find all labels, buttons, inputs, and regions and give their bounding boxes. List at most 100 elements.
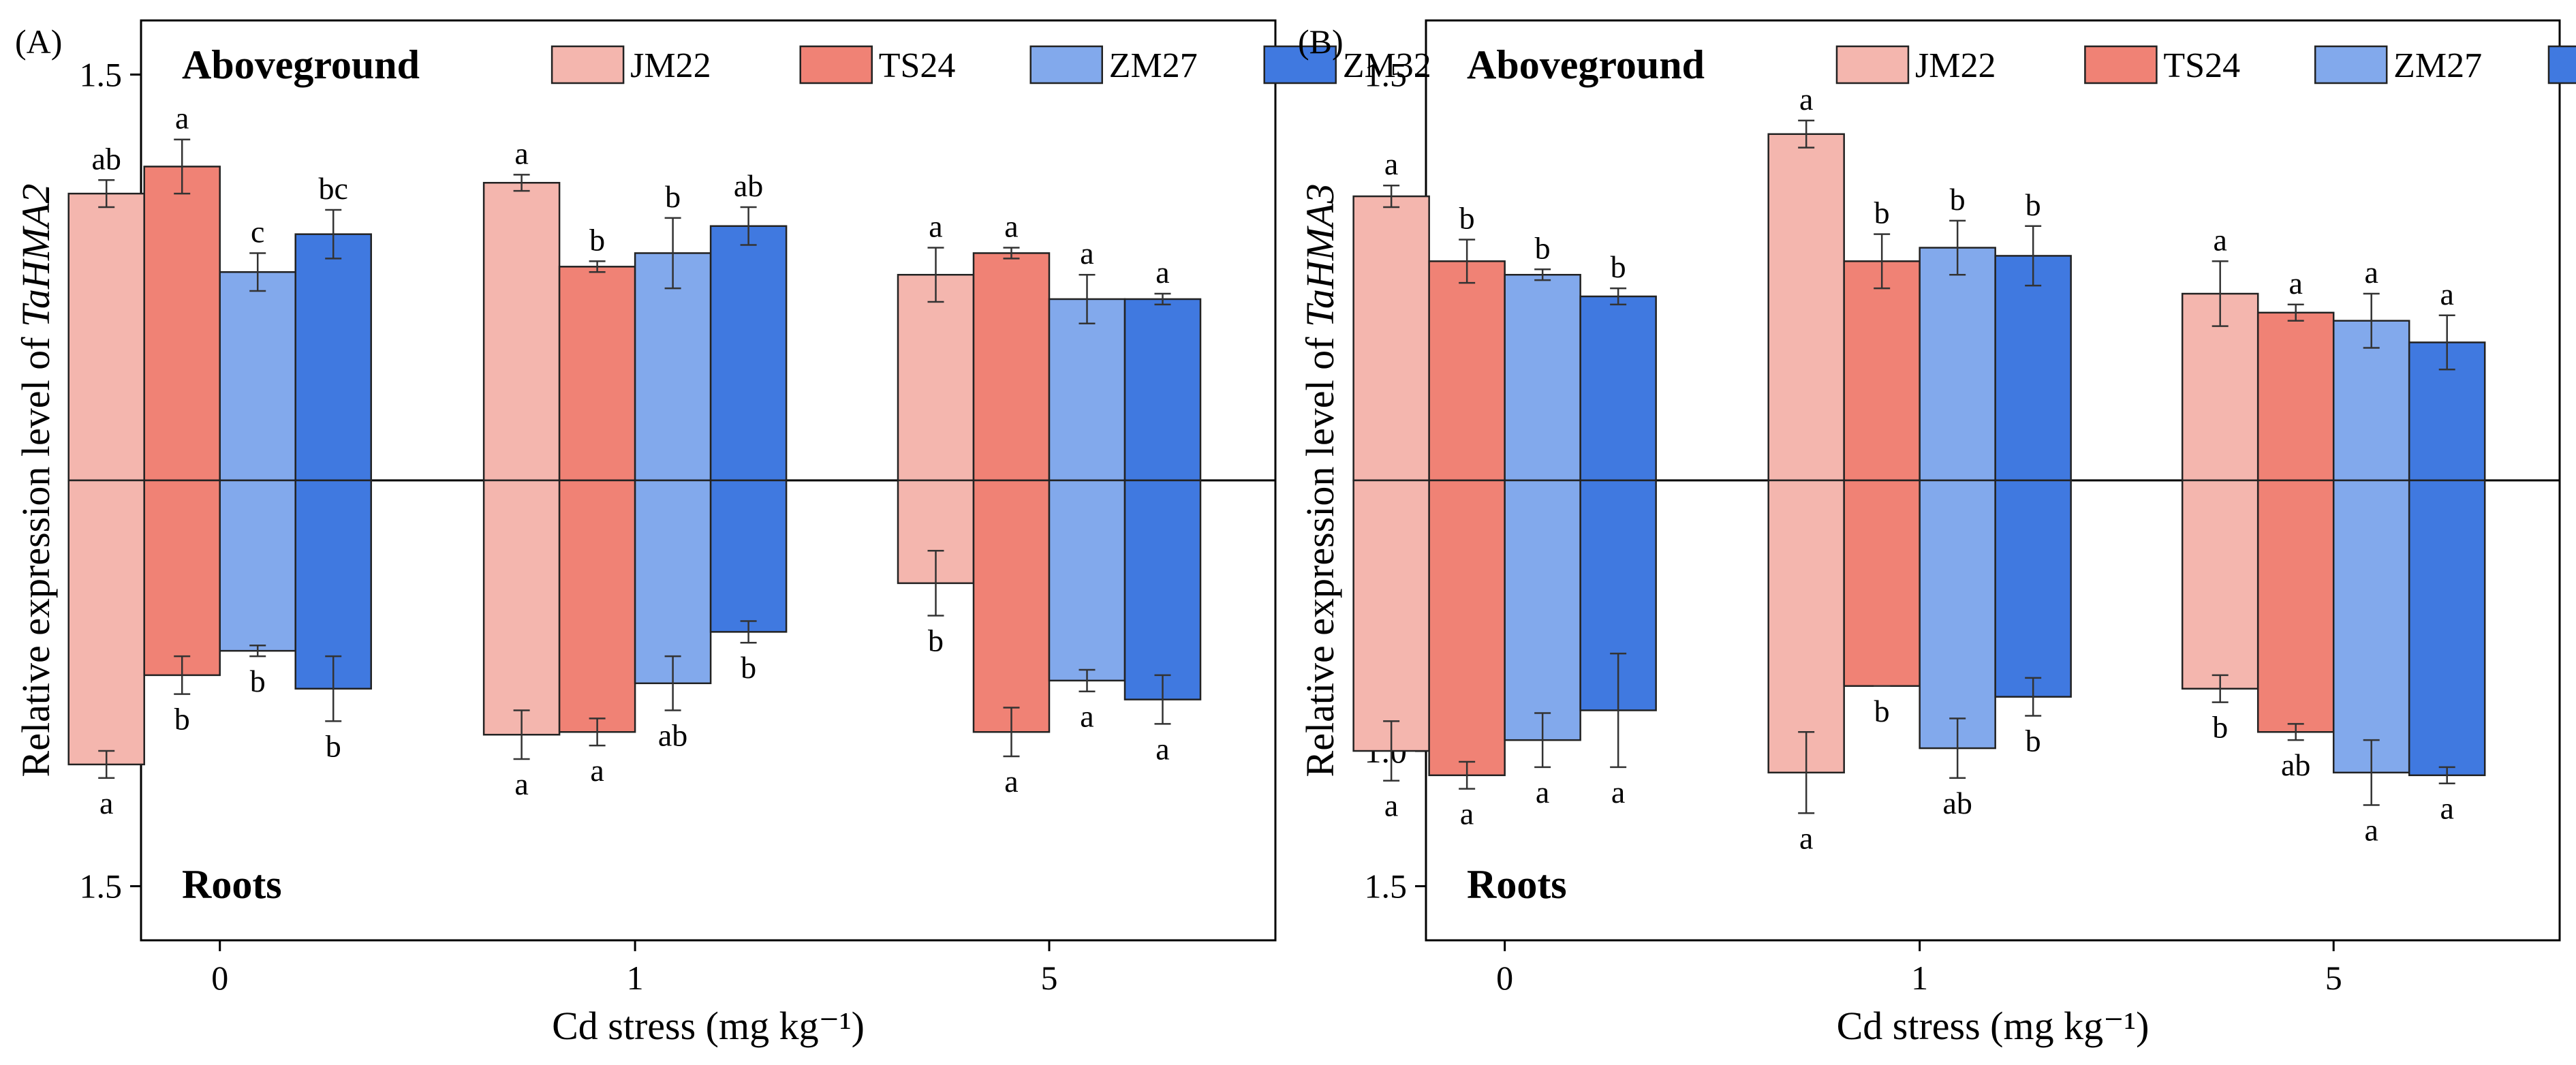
significance-label: ab [92,141,121,176]
significance-label: b [2212,710,2228,745]
significance-label: a [2440,277,2453,311]
significance-label: b [2026,187,2041,222]
significance-label: b [928,623,944,658]
bar-roots-zm27-0 [219,479,296,652]
significance-label: b [665,179,681,214]
bar-roots-jm22-1 [482,479,561,736]
bar-roots-zm27-5 [2332,479,2410,774]
significance-label: ab [734,168,763,203]
significance-label: b [1950,182,1966,217]
roots-label: Roots [1467,862,1567,907]
significance-label: bc [319,171,348,206]
significance-label: a [2364,812,2378,847]
bar-above-zm27-0 [1504,273,1581,482]
y-tick-label: 1.5 [1365,55,1408,93]
x-tick-label: 5 [1040,959,1057,997]
significance-label: b [589,222,605,257]
y-axis-title-prefix: Relative expression level of [14,327,58,777]
bar-above-jm22-1 [482,181,561,482]
legend-label-ts24: TS24 [879,46,956,85]
bar-roots-zm27-0 [1504,479,1581,741]
y-axis-title-prefix: Relative expression level of [1298,327,1342,777]
x-tick-label: 0 [211,959,228,997]
bar-roots-zm32-5 [2408,479,2486,777]
significance-label: a [1004,764,1018,799]
panel-label: (A) [15,22,62,61]
legend-swatch-zm32 [2547,45,2576,84]
significance-label: a [1080,236,1093,271]
significance-label: a [1384,788,1398,823]
bar-roots-ts24-1 [1843,479,1921,688]
significance-label: a [1460,797,1474,831]
significance-label: a [99,786,113,820]
panel-label: (B) [1298,22,1344,61]
bar-above-zm32-0 [294,233,372,482]
bar-above-zm32-5 [1123,298,1202,482]
y-tick-label: 1.5 [1365,867,1408,906]
y-tick-label: 1.5 [80,55,123,93]
significance-label: a [1611,775,1625,809]
significance-label: a [590,753,604,788]
bar-above-zm32-1 [709,225,788,482]
legend-label-jm22: JM22 [630,46,711,85]
legend-swatch-jm22 [550,45,625,84]
aboveground-label: Aboveground [1467,42,1705,87]
bar-roots-jm22-0 [1352,479,1430,752]
bar-above-ts24-5 [2256,311,2335,482]
bar-above-zm32-1 [1994,255,2072,482]
significance-label: a [1155,255,1169,290]
significance-label: a [1155,731,1169,766]
x-axis-title: Cd stress (mg kg⁻¹) [1837,1004,2150,1048]
y-axis-title-gene: TaHMA2 [14,184,58,328]
chart-panel-a: 1.51.00.50.00.51.01.50abaabcbbcb1aababab… [14,19,1431,1048]
y-axis-title: Relative expression level of TaHMA3 [1298,184,1342,777]
bar-above-zm27-5 [1048,298,1126,482]
significance-label: a [1080,699,1093,734]
bar-roots-jm22-1 [1767,479,1845,774]
bar-roots-zm27-1 [1919,479,1996,750]
legend-label-zm32: ZM32 [1343,46,1431,85]
bar-above-zm27-1 [1919,247,1996,482]
significance-label: a [2288,266,2302,300]
significance-label: b [326,728,341,763]
significance-label: a [929,209,942,244]
significance-label: b [741,650,756,685]
legend-swatch-jm22 [1835,45,1910,84]
x-tick-label: 1 [1911,959,1928,997]
legend-swatch-zm32 [1263,45,1337,84]
significance-label: b [1874,196,1890,230]
bar-roots-zm27-5 [1048,479,1126,682]
chart-panel-b: 1.51.00.50.00.51.01.50aabababa1aabbbabbb… [1298,19,2576,1048]
bar-roots-ts24-5 [2256,479,2335,733]
significance-label: a [2213,222,2226,257]
legend-label-jm22: JM22 [1915,46,1996,85]
bar-roots-ts24-0 [143,479,221,677]
significance-label: b [1535,230,1551,265]
roots-label: Roots [182,862,282,907]
bar-above-ts24-1 [1843,260,1921,482]
bar-roots-ts24-0 [1428,479,1506,777]
bar-roots-zm27-1 [634,479,712,685]
bar-roots-zm32-1 [1994,479,2072,698]
significance-label: b [174,702,190,737]
bar-above-ts24-5 [972,252,1051,482]
significance-label: a [514,767,528,801]
legend-label-zm27: ZM27 [2393,46,2482,85]
bar-above-zm27-0 [219,271,296,482]
aboveground-label: Aboveground [182,42,420,87]
significance-label: c [251,214,264,249]
bar-above-jm22-0 [1352,195,1430,482]
bar-roots-ts24-5 [972,479,1051,733]
x-axis-title: Cd stress (mg kg⁻¹) [552,1004,865,1048]
bar-roots-jm22-0 [67,479,145,766]
x-tick-label: 5 [2325,959,2342,997]
bar-above-jm22-0 [67,192,145,482]
bar-above-ts24-0 [143,166,221,482]
significance-label: a [1536,775,1549,809]
y-tick-label: 1.5 [80,867,123,906]
significance-label: b [1459,201,1475,236]
significance-label: a [1799,82,1813,117]
legend-label-ts24: TS24 [2163,46,2240,85]
